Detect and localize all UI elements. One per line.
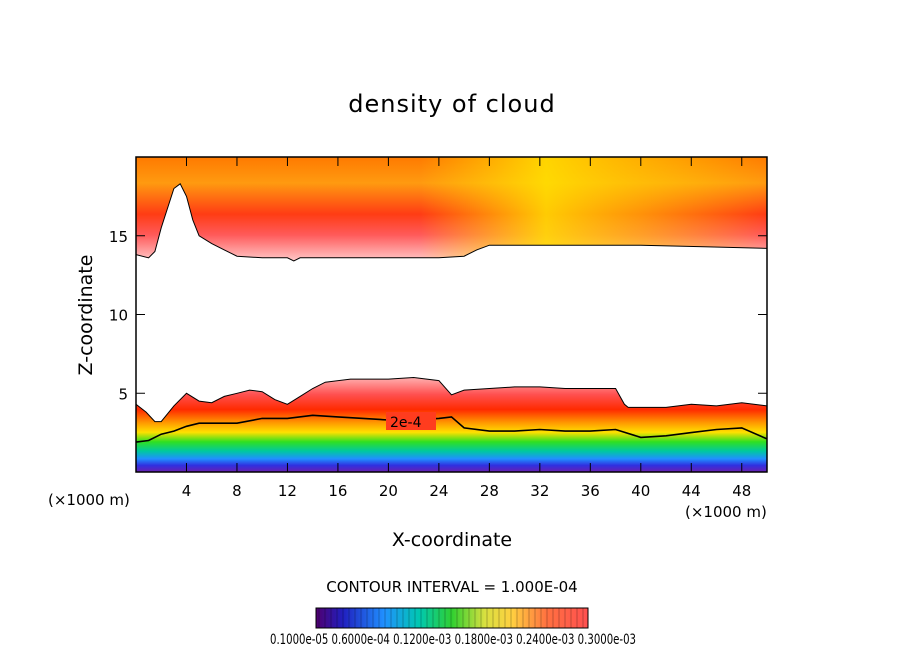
upper-cloud-core: [136, 157, 767, 261]
x-tick-label: 24: [429, 482, 448, 500]
x-tick-label: 48: [732, 482, 751, 500]
y-tick-label: 5: [118, 385, 128, 403]
x-tick-label: 40: [631, 482, 650, 500]
colorbar: [315, 607, 589, 629]
contour-interval-text: CONTOUR INTERVAL = 1.000E-04: [326, 578, 577, 596]
contour-label: 2e-4: [390, 415, 422, 431]
x-axis-ticks: 4 8 12 16 20 24 28 32 36 40 44 48: [182, 157, 751, 500]
x-tick-label: 4: [182, 482, 192, 500]
y-axis-ticks: 5 10 15: [109, 228, 767, 403]
y-tick-label: 15: [109, 228, 128, 246]
x-tick-label: 32: [530, 482, 549, 500]
x-unit-label-right: (×1000 m): [685, 503, 767, 521]
colorbar-frame: [315, 607, 589, 629]
lower-cloud-layer: [136, 377, 767, 472]
x-tick-label: 44: [682, 482, 701, 500]
x-tick-label: 28: [480, 482, 499, 500]
plot-area: [136, 157, 767, 472]
y-tick-label: 10: [109, 307, 128, 325]
x-axis-label: X-coordinate: [392, 529, 512, 551]
x-unit-label-left: (×1000 m): [48, 491, 130, 509]
x-tick-label: 16: [328, 482, 347, 500]
x-tick-label: 20: [379, 482, 398, 500]
colorbar-ticks: [316, 608, 588, 628]
colorbar-labels: 0.1000e-05 0.6000e-04 0.1200e-03 0.1800e…: [270, 632, 636, 648]
x-tick-label: 12: [278, 482, 297, 500]
upper-cloud-outline: [136, 183, 767, 262]
lower-cloud-outline: [136, 376, 767, 423]
chart-title: density of cloud: [348, 90, 555, 118]
contour-label-bg: [386, 412, 436, 430]
x-tick-label: 8: [232, 482, 242, 500]
y-axis-label: Z-coordinate: [75, 255, 97, 376]
x-tick-label: 36: [581, 482, 600, 500]
